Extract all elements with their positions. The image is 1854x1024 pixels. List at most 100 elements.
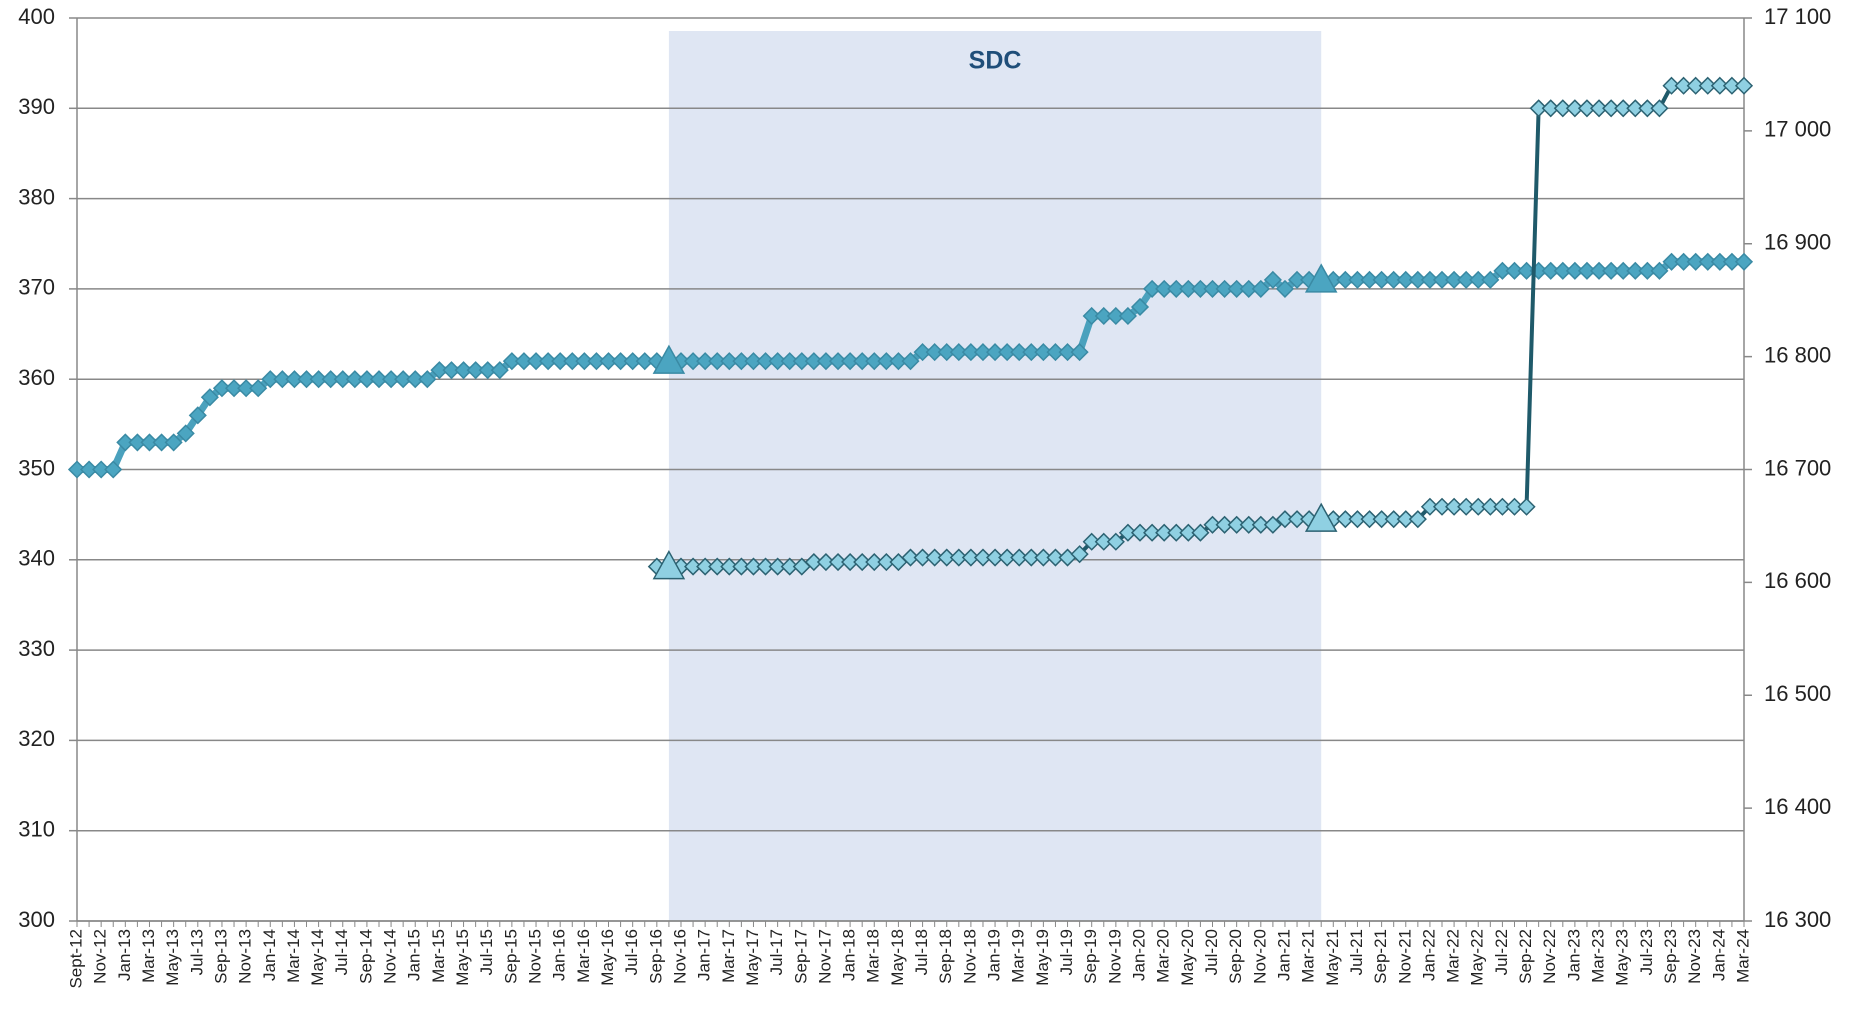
data-point [200, 388, 219, 407]
x-tick-label: Nov-17 [815, 929, 834, 984]
data-point [1022, 343, 1041, 362]
data-point [1360, 270, 1379, 289]
data-point [913, 548, 932, 567]
x-tick-label: May-23 [1613, 929, 1632, 986]
data-point [1626, 261, 1645, 280]
x-tick-label: Jan-13 [115, 929, 134, 981]
data-point [1445, 270, 1464, 289]
y-tick-label: 400 [18, 4, 55, 29]
y2-tick-label: 16 500 [1764, 681, 1831, 706]
data-point [696, 557, 715, 576]
x-tick-label: May-19 [1033, 929, 1052, 986]
data-point [1638, 99, 1657, 118]
data-point [1130, 523, 1150, 542]
data-point [756, 352, 775, 371]
data-point [1336, 270, 1355, 289]
data-point [309, 370, 328, 389]
data-point [1191, 279, 1210, 298]
data-point [684, 352, 703, 371]
x-tick-label: Jan-21 [1274, 929, 1293, 981]
x-tick-label: Sep-23 [1661, 929, 1680, 984]
data-point [1287, 510, 1307, 529]
y2-tick-label: 16 700 [1764, 455, 1831, 480]
y-tick-label: 380 [18, 184, 55, 209]
data-point [1070, 545, 1089, 564]
data-point [1674, 252, 1693, 271]
data-point [998, 343, 1017, 362]
data-point [841, 352, 860, 371]
data-point [1348, 270, 1367, 289]
data-point [1565, 99, 1584, 118]
data-point [768, 352, 787, 371]
data-point [1408, 270, 1427, 289]
y2-tick-label: 16 400 [1764, 794, 1831, 819]
data-point [188, 406, 207, 425]
band-marker [1304, 502, 1338, 532]
data-point [224, 379, 244, 398]
data-point [804, 352, 823, 371]
data-point [937, 548, 956, 567]
x-tick-label: Mar-16 [574, 929, 593, 983]
data-point [1215, 515, 1234, 534]
data-point [828, 552, 848, 572]
x-tick-label: Sep-15 [501, 929, 520, 984]
data-point [853, 352, 872, 371]
data-point [382, 370, 401, 389]
data-point [345, 370, 364, 389]
x-tick-label: Sep-14 [356, 929, 375, 984]
data-point [454, 361, 473, 380]
x-tick-label: Sep-21 [1371, 929, 1390, 984]
data-point [925, 343, 944, 362]
y-tick-label: 310 [18, 817, 55, 842]
data-point [720, 352, 739, 371]
data-point [1662, 76, 1681, 95]
x-tick-label: Sep-16 [646, 929, 665, 984]
data-point [1191, 523, 1210, 542]
data-point [1396, 270, 1415, 289]
data-point [1058, 343, 1077, 362]
x-tick-label: Nov-21 [1395, 929, 1414, 984]
data-point [1457, 497, 1476, 516]
x-tick-label: Mar-22 [1444, 929, 1463, 983]
data-point [1203, 515, 1222, 534]
data-point [1034, 343, 1053, 362]
x-tick-label: Nov-16 [670, 929, 689, 984]
data-point [1167, 523, 1186, 542]
data-point [526, 352, 546, 371]
data-point [708, 557, 727, 576]
x-tick-label: Jul-15 [477, 929, 496, 975]
data-point [913, 343, 932, 362]
data-point [1372, 510, 1391, 529]
data-point [635, 352, 654, 371]
x-tick-label: Jul-19 [1057, 929, 1076, 975]
x-tick-label: Jan-24 [1709, 929, 1728, 981]
data-point [1094, 306, 1113, 326]
data-point [285, 370, 304, 389]
data-point [1082, 306, 1101, 326]
data-point [865, 352, 884, 371]
data-point [1481, 270, 1500, 289]
x-tick-label: Jul-22 [1492, 929, 1511, 975]
data-point [949, 548, 968, 567]
x-tick-label: Jan-15 [405, 929, 424, 981]
x-tick-label: May-21 [1323, 929, 1342, 986]
data-point [1722, 252, 1741, 271]
data-point [1070, 343, 1089, 362]
data-point [478, 361, 497, 380]
data-point [1022, 548, 1041, 567]
data-point [406, 370, 425, 389]
x-tick-label: Jul-18 [912, 929, 931, 975]
data-point [1251, 515, 1270, 534]
data-point [92, 460, 111, 479]
data-point [67, 460, 87, 479]
data-point [1239, 279, 1258, 298]
x-tick-label: May-20 [1178, 929, 1197, 986]
data-point [1541, 261, 1560, 280]
data-point [261, 370, 280, 389]
data-point [985, 343, 1005, 362]
y-tick-label: 330 [18, 636, 55, 661]
data-point [418, 370, 437, 389]
data-point [1203, 279, 1222, 298]
x-tick-label: Sep-20 [1226, 929, 1245, 984]
